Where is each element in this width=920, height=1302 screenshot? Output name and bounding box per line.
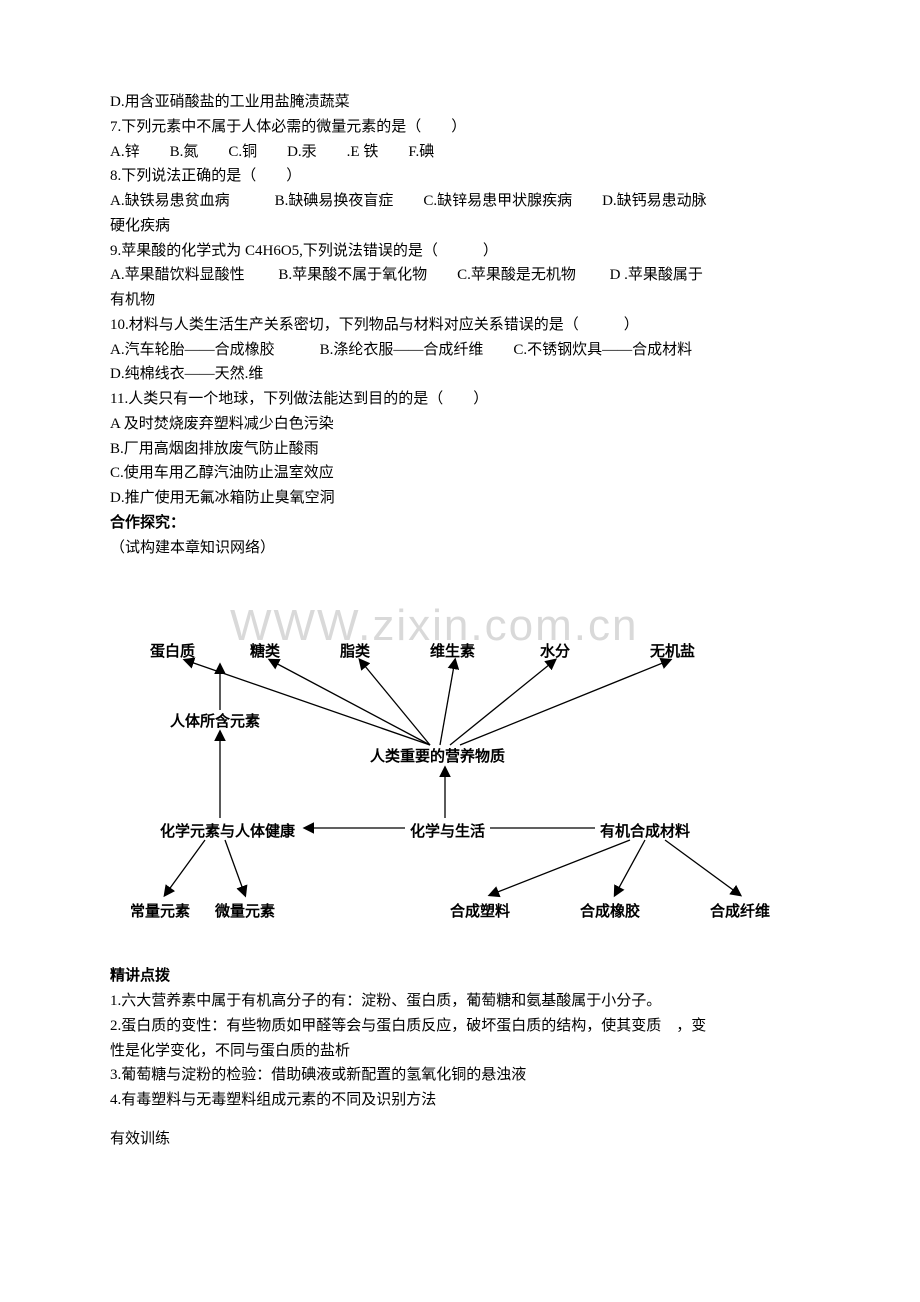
q10-options-line1: A.汽车轮胎——合成橡胶 B.涤纶衣服——合成纤维 C.不锈钢炊具——合成材料 [110,338,810,363]
q7-stem: 7.下列元素中不属于人体必需的微量元素的是（ ） [110,115,810,140]
q9-stem: 9.苹果酸的化学式为 C4H6O5,下列说法错误的是（ ） [110,239,810,264]
jingjiang-item1: 1.六大营养素中属于有机高分子的有：淀粉、蛋白质，葡萄糖和氨基酸属于小分子。 [110,989,810,1014]
q8-options-line2: 硬化疾病 [110,214,810,239]
node-vitamin: 维生素 [430,640,475,665]
jingjiang-item2b: 性是化学变化，不同与蛋白质的盐析 [110,1039,810,1064]
node-chem-health: 化学元素与人体健康 [160,820,295,845]
node-major-element: 常量元素 [130,900,190,925]
jingjiang-item3: 3.葡萄糖与淀粉的检验：借助碘液或新配置的氢氧化铜的悬浊液 [110,1063,810,1088]
node-water: 水分 [540,640,570,665]
q11-option-d: D.推广使用无氟冰箱防止臭氧空洞 [110,486,810,511]
section-youxiao-heading: 有效训练 [110,1127,810,1152]
node-fiber: 合成纤维 [710,900,770,925]
node-salt: 无机盐 [650,640,695,665]
q10-stem: 10.材料与人类生活生产关系密切，下列物品与材料对应关系错误的是（ ） [110,313,810,338]
jingjiang-item2a: 2.蛋白质的变性：有些物质如甲醛等会与蛋白质反应，破坏蛋白质的结构，使其变质 ，… [110,1014,810,1039]
section-jingjiang-heading: 精讲点拨 [110,964,810,989]
document-page: D.用含亚硝酸盐的工业用盐腌渍蔬菜 7.下列元素中不属于人体必需的微量元素的是（… [0,0,920,1212]
q9-options-line2: 有机物 [110,288,810,313]
q8-options-line1: A.缺铁易患贫血病 B.缺碘易换夜盲症 C.缺锌易患甲状腺疾病 D.缺钙易患动脉 [110,189,810,214]
node-fat: 脂类 [340,640,370,665]
node-sugar: 糖类 [250,640,280,665]
q11-option-b: B.厂用高烟囱排放废气防止酸雨 [110,437,810,462]
jingjiang-item4: 4.有毒塑料与无毒塑料组成元素的不同及识别方法 [110,1088,810,1113]
node-chem-life: 化学与生活 [410,820,485,845]
node-protein: 蛋白质 [150,640,195,665]
node-trace-element: 微量元素 [215,900,275,925]
node-body-elements: 人体所含元素 [170,710,260,735]
node-plastic: 合成塑料 [450,900,510,925]
knowledge-network-diagram: WWW.zixin.com.cn 蛋白质 糖类 脂类 维生素 水分 无机盐 人体… [110,580,810,940]
q11-stem: 11.人类只有一个地球，下列做法能达到目的的是（ ） [110,387,810,412]
q9-options-line1: A.苹果醋饮料显酸性 B.苹果酸不属于氧化物 C.苹果酸是无机物 D .苹果酸属… [110,263,810,288]
section-hezuo-heading: 合作探究： [110,511,810,536]
q10-options-line2: D.纯棉线衣——天然.维 [110,362,810,387]
hezuo-note: （试构建本章知识网络） [110,536,810,561]
q7-options: A.锌 B.氮 C.铜 D.汞 .E 铁 F.碘 [110,140,810,165]
q6-option-d: D.用含亚硝酸盐的工业用盐腌渍蔬菜 [110,90,810,115]
node-rubber: 合成橡胶 [580,900,640,925]
node-syn-material: 有机合成材料 [600,820,690,845]
q8-stem: 8.下列说法正确的是（ ） [110,164,810,189]
q11-option-c: C.使用车用乙醇汽油防止温室效应 [110,461,810,486]
node-nutrition: 人类重要的营养物质 [370,745,505,770]
q11-option-a: A 及时焚烧废弃塑料减少白色污染 [110,412,810,437]
